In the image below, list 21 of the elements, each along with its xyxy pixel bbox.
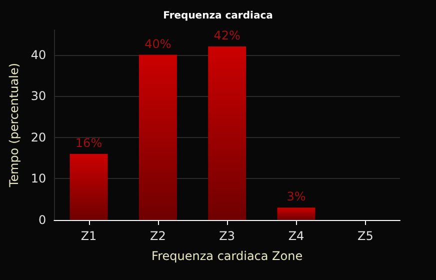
y-tick-label: 10	[30, 172, 46, 186]
data-label: 3%	[286, 190, 306, 204]
bar	[138, 54, 177, 220]
data-label: 16%	[75, 136, 102, 150]
data-label: 40%	[144, 36, 172, 51]
x-tick-label: Z5	[357, 229, 374, 243]
y-tick-label: 30	[30, 89, 46, 104]
x-tick-label: Z2	[150, 229, 166, 243]
data-label: 42%	[214, 28, 240, 43]
y-tick-label: 20	[30, 130, 46, 144]
x-axis-title: Frequenza cardiaca Zone	[152, 249, 303, 263]
x-tick-label: Z1	[80, 229, 97, 243]
y-tick-label: 0	[38, 213, 46, 227]
y-tick-label: 40	[30, 48, 46, 62]
bar	[70, 154, 108, 220]
chart-title: Frequenza cardiaca	[163, 10, 273, 22]
bar	[208, 46, 246, 220]
x-tick-label: Z4	[288, 229, 304, 243]
x-tick-label: Z3	[219, 229, 236, 243]
bar	[277, 208, 316, 220]
y-axis-title: Tempo (percentuale)	[7, 62, 21, 188]
